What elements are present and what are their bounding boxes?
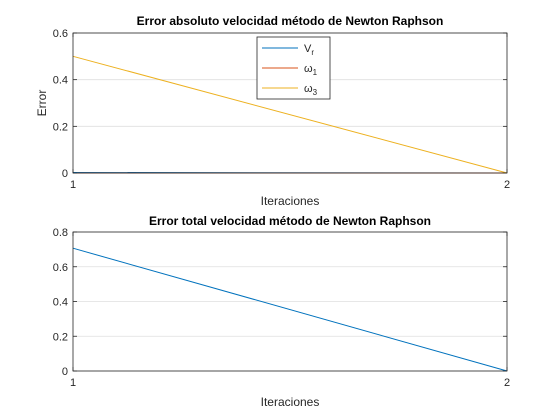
top-y-tick-label: 0.6 (53, 28, 68, 40)
legend-label-omega3: ω3 (304, 83, 318, 97)
bottom-x-axis-label: Iteraciones (261, 395, 320, 409)
top-axes-box (72, 32, 508, 174)
bottom-y-tick-label: 0.2 (53, 331, 68, 343)
top-y-axis-label: Error (35, 90, 49, 117)
bottom-x-tick-label: 2 (504, 377, 510, 389)
top-x-tick-label: 1 (70, 179, 76, 191)
bottom-x-tick-label: 1 (70, 377, 76, 389)
bottom-y-tick-label: 0.8 (53, 227, 68, 239)
legend: Vr ω1 ω3 (256, 36, 331, 100)
legend-label-omega1: ω1 (304, 63, 318, 77)
top-chart: 0 0.2 0.4 0.6 1 2 Error absoluto velocidad mé… (35, 14, 510, 208)
top-chart-title: Error absoluto velocidad método de Newto… (137, 14, 444, 28)
top-x-axis-label: Iteraciones (261, 194, 320, 208)
bottom-chart: 0 0.2 0.4 0.6 0.8 1 2 Error total velocidad mé… (53, 214, 510, 409)
bottom-series-line-0 (72, 247, 508, 372)
top-x-tick-label: 2 (504, 179, 510, 191)
bottom-y-tick-label: 0.6 (53, 262, 68, 274)
top-y-tick-label: 0.4 (53, 75, 68, 87)
bottom-chart-title: Error total velocidad método de Newton R… (149, 214, 431, 228)
legend-label-vr: Vr (304, 43, 314, 57)
bottom-y-tick-label: 0 (62, 366, 68, 378)
top-series-line-2 (72, 55, 508, 174)
top-y-tick-label: 0 (62, 168, 68, 180)
top-y-tick-label: 0.2 (53, 121, 68, 133)
bottom-y-tick-label: 0.4 (53, 297, 68, 309)
